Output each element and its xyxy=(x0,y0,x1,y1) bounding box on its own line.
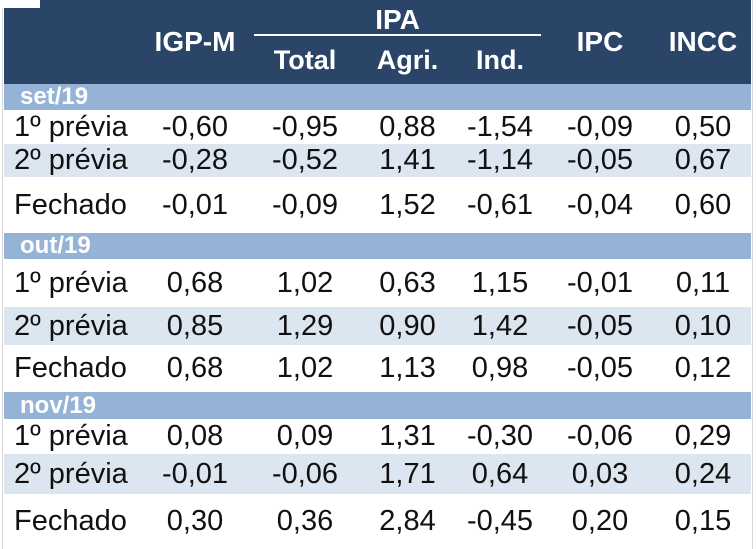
value-cell: 0,24 xyxy=(674,457,732,490)
section-out19: out/19 1º prévia 0,68 1,02 0,63 1,15 -0,… xyxy=(4,232,751,392)
value-cell: -1,54 xyxy=(466,110,534,143)
value-cell: 1,15 xyxy=(471,266,529,299)
value-cell: -0,04 xyxy=(566,188,634,221)
value-cell: 1,71 xyxy=(379,457,436,490)
value-cell: -0,45 xyxy=(466,505,534,537)
value-cell: 0,88 xyxy=(379,110,436,143)
value-cell: -0,01 xyxy=(161,188,229,221)
value-cell: -0,01 xyxy=(566,266,634,299)
header-ipa-ind: Ind. xyxy=(476,44,524,75)
value-cell: -0,06 xyxy=(566,420,634,452)
value-cell: 2,84 xyxy=(379,505,436,537)
value-cell: -1,14 xyxy=(466,144,534,176)
value-cell: 0,29 xyxy=(674,420,732,452)
value-cell: -0,05 xyxy=(566,352,634,384)
header-ipa-subcolumns: Total Agri. Ind. xyxy=(250,36,545,84)
row-label: 2º prévia xyxy=(14,457,128,490)
value-cell: 0,98 xyxy=(471,352,529,384)
value-cell: 1,13 xyxy=(379,352,436,384)
row-label: 2º prévia xyxy=(14,144,128,176)
row-label: Fechado xyxy=(14,352,127,384)
value-cell: 0,68 xyxy=(166,266,224,299)
table-row: Fechado -0,01 -0,09 1,52 -0,61 -0,04 0,6… xyxy=(4,177,751,233)
value-cell: -0,30 xyxy=(466,420,534,452)
value-cell: 0,11 xyxy=(675,266,731,299)
table-row: 1º prévia -0,60 -0,95 0,88 -1,54 -0,09 0… xyxy=(4,110,751,144)
value-cell: 1,42 xyxy=(471,309,529,342)
header-incc: INCC xyxy=(668,26,738,57)
value-cell: 0,63 xyxy=(379,266,436,299)
value-cell: 0,67 xyxy=(674,144,732,176)
value-cell: 1,52 xyxy=(379,188,436,221)
value-cell: 0,03 xyxy=(571,457,629,490)
value-cell: 0,09 xyxy=(276,420,334,452)
value-cell: -0,52 xyxy=(271,144,339,176)
section-month-band: set/19 xyxy=(4,83,751,110)
value-cell: 0,12 xyxy=(674,352,732,384)
section-month-band: nov/19 xyxy=(4,392,751,419)
value-cell: 1,31 xyxy=(379,420,436,452)
section-month-band: out/19 xyxy=(4,232,751,259)
value-cell: 1,02 xyxy=(276,266,334,299)
value-cell: -0,05 xyxy=(566,309,634,342)
right-gridline xyxy=(752,0,753,549)
row-label: 1º prévia xyxy=(14,110,128,143)
table-row: 1º prévia 0,08 0,09 1,31 -0,30 -0,06 0,2… xyxy=(4,419,751,454)
value-cell: 0,10 xyxy=(674,309,732,342)
row-label: 2º prévia xyxy=(14,309,128,342)
value-cell: -0,01 xyxy=(161,457,229,490)
header-ipa: IPA xyxy=(254,0,541,36)
header-ipa-agri: Agri. xyxy=(376,44,439,75)
value-cell: 0,30 xyxy=(166,505,224,537)
table-row: Fechado 0,30 0,36 2,84 -0,45 0,20 0,15 xyxy=(4,494,751,549)
value-cell: 1,02 xyxy=(276,352,334,384)
header-ipc: IPC xyxy=(576,26,624,57)
value-cell: 0,20 xyxy=(571,505,629,537)
row-label: 1º prévia xyxy=(14,420,128,452)
value-cell: -0,09 xyxy=(566,110,634,143)
value-cell: 0,15 xyxy=(674,505,732,537)
value-cell: 0,60 xyxy=(674,188,732,221)
section-set19: set/19 1º prévia -0,60 -0,95 0,88 -1,54 … xyxy=(4,83,751,233)
row-label: Fechado xyxy=(14,505,127,537)
value-cell: 0,85 xyxy=(166,309,224,342)
value-cell: 0,36 xyxy=(276,505,334,537)
row-label: 1º prévia xyxy=(14,266,128,299)
value-cell: -0,61 xyxy=(466,188,534,221)
value-cell: 0,90 xyxy=(379,309,436,342)
table-row: Fechado 0,68 1,02 1,13 0,98 -0,05 0,12 xyxy=(4,345,751,392)
value-cell: -0,60 xyxy=(161,110,229,143)
value-cell: 0,50 xyxy=(674,110,732,143)
header-ipa-total: Total xyxy=(273,44,337,75)
table-row: 2º prévia 0,85 1,29 0,90 1,42 -0,05 0,10 xyxy=(4,307,751,345)
value-cell: -0,28 xyxy=(161,144,229,176)
corner-notch xyxy=(0,0,40,8)
left-gridline xyxy=(2,6,3,549)
value-cell: -0,05 xyxy=(566,144,634,176)
table-row: 1º prévia 0,68 1,02 0,63 1,15 -0,01 0,11 xyxy=(4,259,751,307)
row-label: Fechado xyxy=(14,188,127,221)
header-igpm: IGP-M xyxy=(154,26,236,57)
value-cell: -0,06 xyxy=(271,457,339,490)
table-row: 2º prévia -0,01 -0,06 1,71 0,64 0,03 0,2… xyxy=(4,454,751,494)
table-header: IGP-M IPA Total Agri. Ind. IPC INCC xyxy=(0,0,751,84)
table-row: 2º prévia -0,28 -0,52 1,41 -1,14 -0,05 0… xyxy=(4,144,751,177)
header-ipa-group: IPA Total Agri. Ind. xyxy=(250,0,545,84)
value-cell: 0,08 xyxy=(166,420,224,452)
section-nov19: nov/19 1º prévia 0,08 0,09 1,31 -0,30 -0… xyxy=(4,392,751,549)
value-cell: 1,41 xyxy=(379,144,436,176)
value-cell: 1,29 xyxy=(276,309,334,342)
value-cell: 0,68 xyxy=(166,352,224,384)
header-empty-cell xyxy=(4,0,140,84)
value-cell: 0,64 xyxy=(471,457,529,490)
value-cell: -0,09 xyxy=(271,188,339,221)
value-cell: -0,95 xyxy=(271,110,339,143)
